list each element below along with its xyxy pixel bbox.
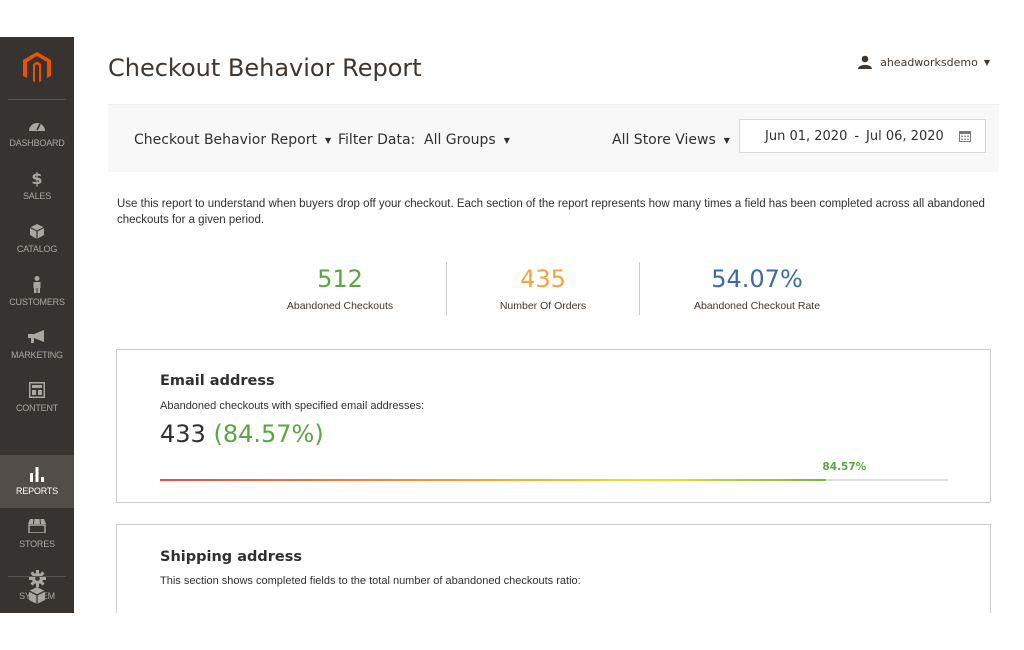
stat-abandoned-rate: 54.07% Abandoned Checkout Rate — [657, 264, 857, 312]
user-icon — [858, 55, 873, 69]
sidebar-divider — [8, 99, 66, 100]
sidebar-item-content[interactable]: CONTENT — [0, 372, 74, 425]
customer-group-dropdown[interactable]: All Groups ▼ — [424, 132, 510, 148]
email-address-panel: Email address Abandoned checkouts with s… — [116, 349, 991, 503]
stat-divider — [446, 262, 447, 315]
sidebar-item-reports[interactable]: REPORTS — [0, 455, 74, 508]
stat-value: 54.07% — [711, 265, 803, 293]
stat-caption: Abandoned Checkout Rate — [693, 300, 821, 312]
email-count-percent: (84.57%) — [213, 420, 324, 448]
extensions-icon[interactable] — [0, 583, 74, 607]
sidebar-item-label: DASHBOARD — [9, 138, 65, 148]
user-name: aheadworksdemo — [880, 55, 978, 69]
section-subtitle: This section shows completed fields to t… — [160, 575, 581, 587]
calendar-icon[interactable] — [959, 130, 971, 142]
cube-icon — [30, 222, 44, 240]
gear-icon — [28, 570, 46, 587]
stat-number-of-orders: 435 Number Of Orders — [443, 264, 643, 312]
user-menu[interactable]: aheadworksdemo ▼ — [858, 55, 990, 69]
date-separator: - — [854, 128, 860, 144]
sidebar-item-marketing[interactable]: MARKETING — [0, 319, 74, 372]
chevron-down-icon: ▼ — [324, 135, 332, 145]
sidebar-item-label: SALES — [22, 191, 52, 201]
stat-value: 435 — [520, 265, 566, 293]
section-title: Email address — [160, 373, 275, 389]
customer-group-value: All Groups — [424, 132, 496, 148]
section-subtitle: Abandoned checkouts with specified email… — [160, 400, 425, 412]
stat-abandoned-checkouts: 512 Abandoned Checkouts — [240, 264, 440, 312]
bar-chart-icon — [29, 464, 45, 482]
date-to: Jul 06, 2020 — [866, 128, 944, 144]
shipping-address-panel: Shipping address This section shows comp… — [116, 524, 991, 624]
sidebar-divider — [8, 576, 66, 577]
stat-divider — [639, 262, 640, 315]
email-count: 433 (84.57%) — [160, 420, 324, 448]
layout-icon — [29, 381, 45, 399]
store-view-dropdown[interactable]: All Store Views ▼ — [612, 132, 730, 148]
sidebar-item-label: CATALOG — [16, 244, 58, 254]
email-count-value: 433 — [160, 420, 206, 448]
report-type-dropdown[interactable]: Checkout Behavior Report ▼ — [134, 132, 331, 148]
sidebar-item-dashboard[interactable]: DASHBOARD — [0, 107, 74, 160]
dollar-icon: $ — [31, 168, 43, 188]
sidebar-item-sales[interactable]: $ SALES — [0, 160, 74, 213]
sidebar-item-stores[interactable]: STORES — [0, 508, 74, 561]
report-filter-bar: Checkout Behavior Report ▼ Filter Data: … — [108, 104, 999, 172]
sidebar-item-customers[interactable]: CUSTOMERS — [0, 266, 74, 319]
store-view-value: All Store Views — [612, 132, 716, 148]
date-from: Jun 01, 2020 — [765, 128, 848, 144]
sidebar-item-catalog[interactable]: CATALOG — [0, 213, 74, 266]
dashboard-icon — [28, 116, 46, 134]
stat-value: 512 — [317, 265, 363, 293]
email-progress-track — [160, 479, 948, 481]
stat-caption: Abandoned Checkouts — [286, 300, 394, 312]
sidebar-item-label: MARKETING — [11, 350, 63, 360]
megaphone-icon — [28, 328, 46, 346]
date-range-picker[interactable]: Jun 01, 2020 - Jul 06, 2020 — [739, 119, 986, 153]
filter-data-label: Filter Data: — [338, 132, 416, 148]
magento-logo-icon[interactable] — [0, 37, 74, 99]
sidebar-item-label: REPORTS — [16, 486, 58, 496]
page-bottom-mask — [0, 613, 1024, 650]
report-type-value: Checkout Behavior Report — [134, 132, 317, 148]
stat-caption: Number Of Orders — [499, 300, 587, 312]
sidebar-item-label: CUSTOMERS — [9, 297, 65, 307]
person-icon — [32, 275, 42, 293]
email-progress-fill — [160, 479, 827, 481]
section-title: Shipping address — [160, 549, 303, 565]
report-description: Use this report to understand when buyer… — [117, 198, 985, 226]
storefront-icon — [28, 517, 46, 535]
sidebar-item-label: STORES — [19, 539, 55, 549]
chevron-down-icon: ▼ — [723, 135, 730, 145]
sidebar-item-label: CONTENT — [15, 403, 59, 413]
chevron-down-icon: ▼ — [983, 57, 990, 67]
chevron-down-icon: ▼ — [503, 135, 510, 145]
admin-sidebar: DASHBOARD $ SALES CATALOG CUSTOMERS MARK… — [0, 37, 74, 613]
progress-bar-label: 84.57% — [822, 461, 867, 473]
page-title: Checkout Behavior Report — [108, 54, 422, 82]
